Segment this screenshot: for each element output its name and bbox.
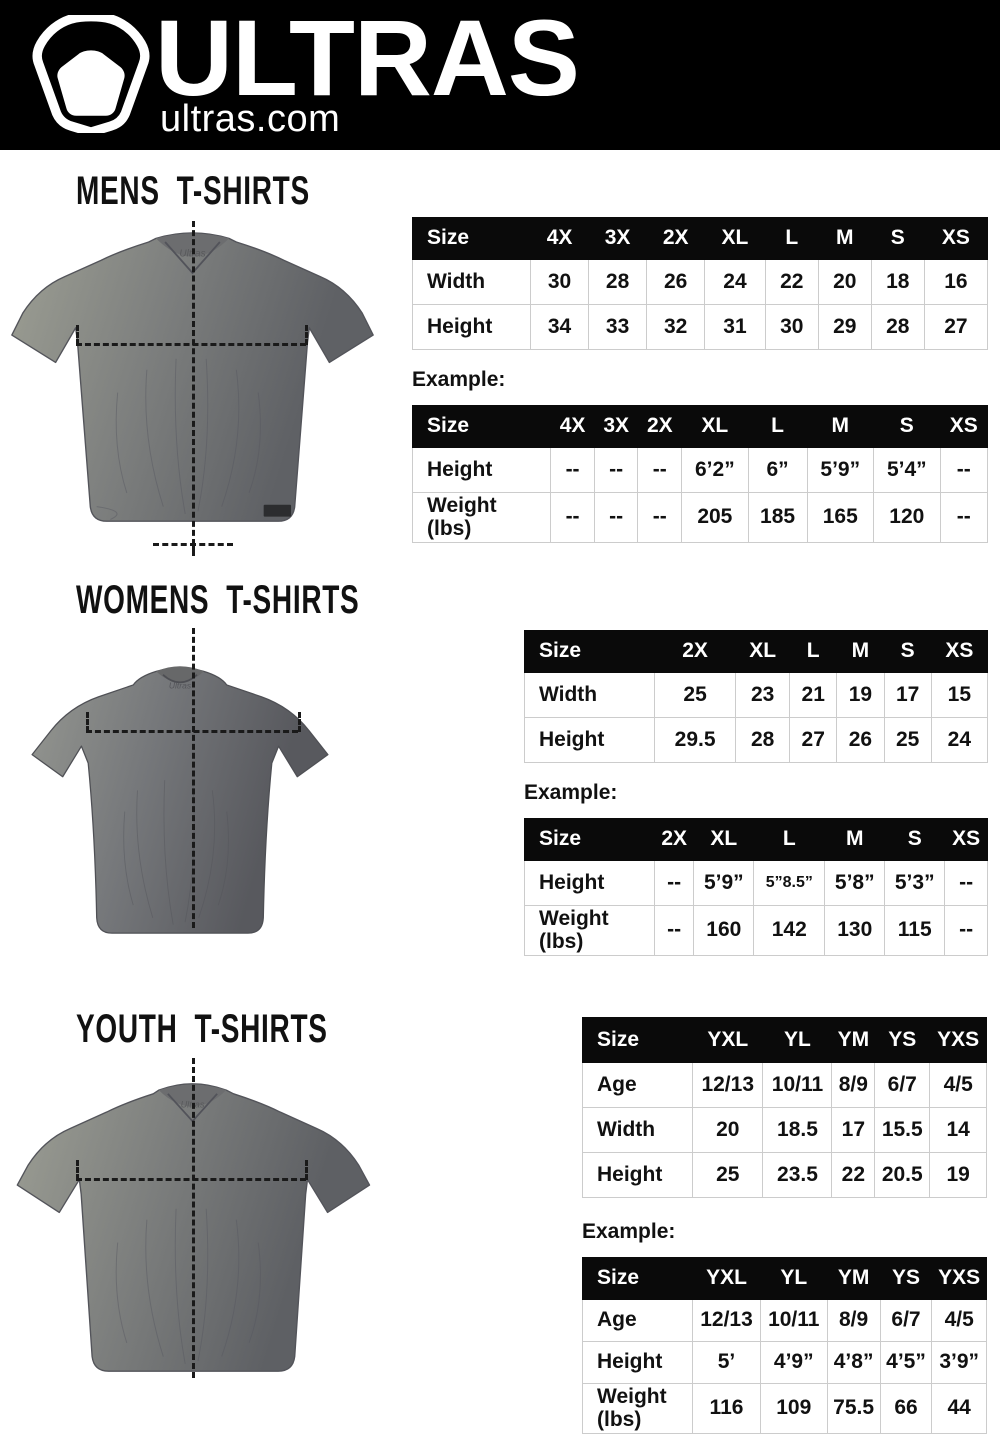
svg-text:Ultras: Ultras (169, 680, 192, 690)
